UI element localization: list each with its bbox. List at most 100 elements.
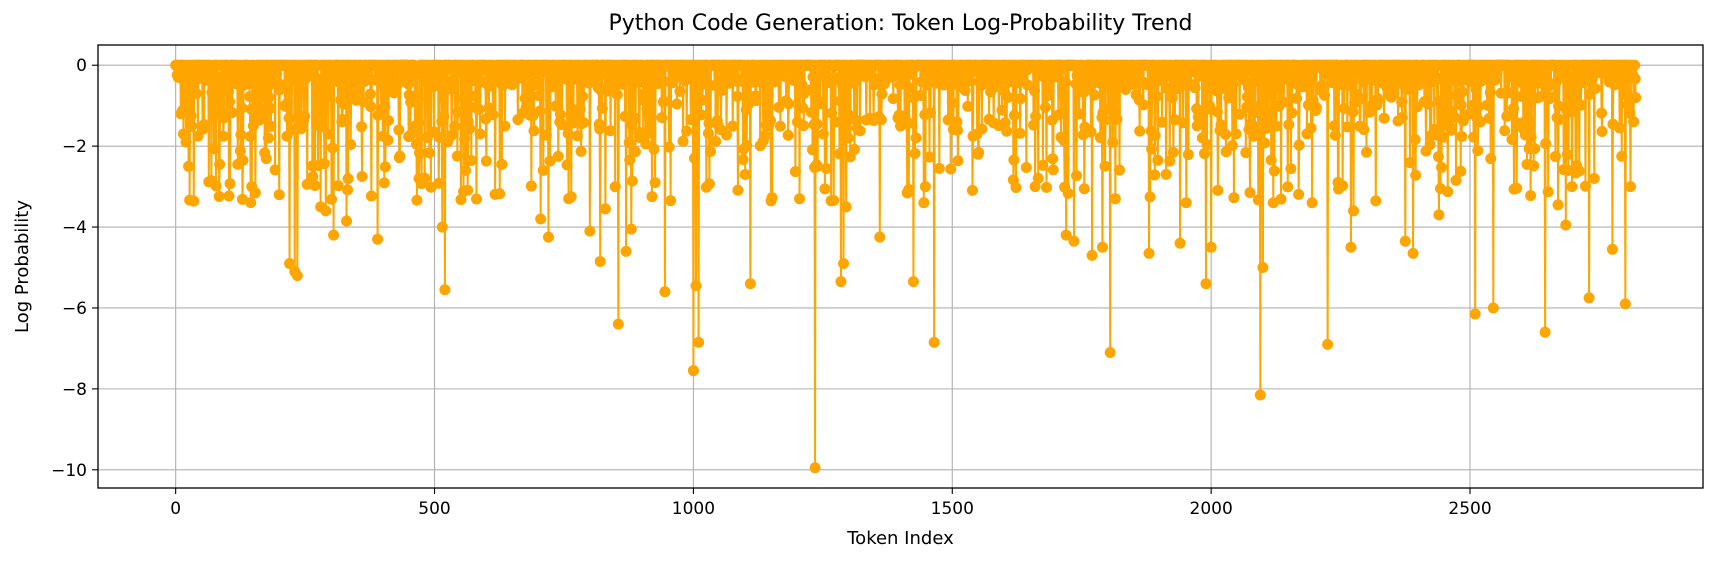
data-point	[365, 190, 377, 202]
data-point	[605, 125, 617, 137]
data-point	[506, 79, 518, 91]
data-point	[1474, 116, 1486, 128]
data-point	[1086, 249, 1098, 261]
data-point	[1348, 205, 1360, 217]
data-points	[170, 59, 1642, 474]
data-point	[1529, 143, 1541, 155]
data-point	[412, 117, 424, 129]
data-point	[731, 90, 743, 102]
data-point	[299, 110, 311, 122]
data-point	[487, 109, 499, 121]
data-point	[181, 96, 193, 108]
data-point	[909, 148, 921, 160]
data-point	[782, 129, 794, 141]
data-point	[1304, 76, 1316, 88]
data-point	[619, 110, 631, 122]
data-point	[334, 77, 346, 89]
data-point	[281, 97, 293, 109]
data-point	[470, 193, 482, 205]
data-point	[1616, 150, 1628, 162]
data-point	[1472, 145, 1484, 157]
data-point	[1078, 183, 1090, 195]
data-point	[765, 115, 777, 127]
data-point	[1014, 127, 1026, 139]
data-point	[253, 79, 264, 91]
series-log-probability	[170, 59, 1642, 474]
data-point	[1252, 194, 1264, 206]
data-point	[1192, 111, 1204, 123]
data-point	[1528, 160, 1540, 172]
data-point	[527, 68, 539, 80]
data-point	[1549, 150, 1561, 162]
data-point	[1174, 237, 1186, 249]
data-point	[1483, 112, 1495, 124]
data-point	[1227, 78, 1239, 90]
data-point	[671, 98, 683, 110]
data-point	[1499, 125, 1511, 137]
data-point	[677, 135, 689, 147]
data-point	[1522, 114, 1534, 126]
data-point	[1143, 247, 1155, 259]
x-tick-label: 1000	[672, 499, 715, 519]
data-point	[750, 95, 762, 107]
data-point	[1481, 99, 1493, 111]
data-point	[423, 147, 435, 159]
x-tick-label: 2500	[1448, 499, 1491, 519]
data-point	[854, 125, 866, 137]
data-point	[1275, 193, 1287, 205]
data-point	[1525, 190, 1537, 202]
data-point	[915, 89, 927, 101]
data-point	[382, 134, 394, 146]
data-point	[819, 183, 831, 195]
data-point	[1152, 154, 1164, 166]
data-point	[342, 184, 354, 196]
data-point	[284, 257, 296, 269]
data-point	[320, 205, 332, 217]
data-point	[237, 154, 249, 166]
data-point	[1445, 124, 1457, 136]
data-point	[1080, 83, 1092, 95]
data-point	[234, 145, 246, 157]
data-point	[1345, 241, 1357, 253]
data-point	[244, 131, 256, 143]
data-point	[379, 101, 391, 113]
data-point	[774, 120, 786, 132]
data-point	[952, 155, 964, 167]
data-point	[805, 106, 817, 118]
data-point	[798, 120, 810, 132]
data-point	[834, 95, 846, 107]
data-point	[1028, 119, 1040, 131]
data-point	[1495, 87, 1507, 99]
data-point	[966, 184, 978, 196]
data-point	[687, 365, 699, 377]
data-point	[364, 88, 376, 100]
data-point	[739, 168, 751, 180]
data-point	[1068, 235, 1080, 247]
data-point	[1387, 87, 1399, 99]
data-point	[562, 128, 574, 140]
data-point	[446, 129, 458, 141]
data-point	[451, 150, 463, 162]
data-point	[811, 118, 823, 130]
data-point	[521, 77, 533, 89]
data-point	[235, 129, 247, 141]
data-point	[1629, 59, 1641, 71]
data-point	[210, 180, 222, 192]
data-point	[612, 318, 624, 330]
data-point	[611, 89, 623, 101]
data-point	[1542, 186, 1554, 198]
data-point	[554, 108, 566, 120]
data-point	[1253, 106, 1265, 118]
data-point	[703, 117, 715, 129]
data-point	[186, 120, 198, 132]
data-point	[1041, 181, 1052, 193]
y-tick-label: −4	[62, 218, 87, 238]
data-point	[649, 177, 661, 189]
data-point	[1191, 103, 1203, 115]
data-point	[245, 197, 257, 209]
data-point	[198, 119, 210, 131]
data-point	[1396, 96, 1408, 108]
data-point	[336, 113, 348, 125]
data-point	[411, 194, 423, 206]
data-point	[1588, 173, 1600, 185]
